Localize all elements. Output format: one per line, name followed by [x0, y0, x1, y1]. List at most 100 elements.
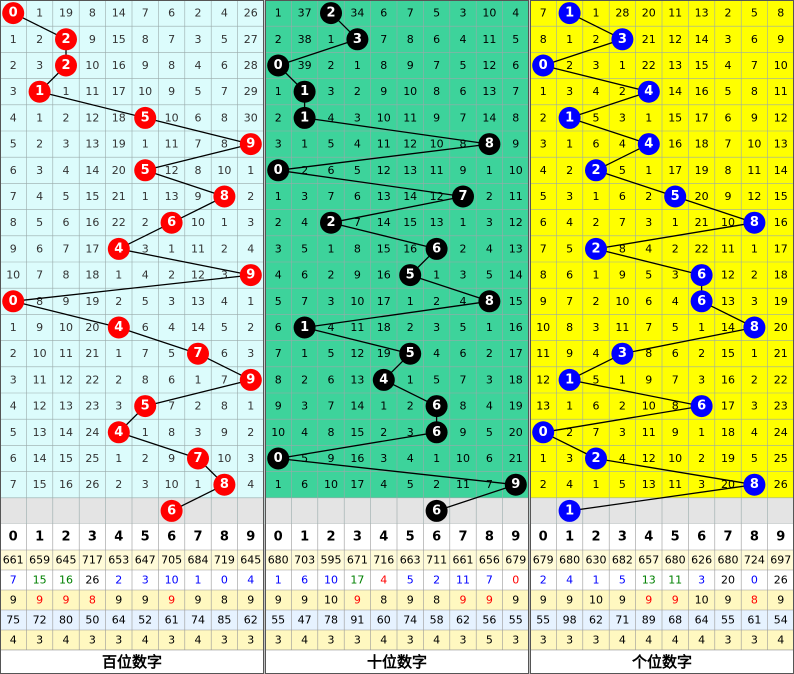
cell: 4	[566, 216, 573, 229]
cell: 14	[377, 216, 391, 229]
ball	[320, 2, 342, 25]
cell: 4	[63, 164, 70, 177]
cell: 13	[59, 400, 73, 413]
cell: 6	[354, 190, 361, 203]
cell: 10	[430, 138, 444, 151]
cell: 19	[59, 7, 73, 20]
cell: 13	[165, 190, 179, 203]
trend-line	[145, 143, 251, 171]
cell: 6	[142, 321, 149, 334]
cell: 22	[695, 242, 709, 255]
cell: 15	[112, 33, 126, 46]
trend-line	[674, 195, 755, 224]
cell: 21	[695, 216, 709, 229]
ball	[478, 290, 501, 313]
stat-value: 656	[479, 554, 500, 567]
stat-value: 2	[540, 574, 547, 587]
cell: 5	[593, 111, 600, 124]
cell: 4	[751, 426, 758, 439]
cell: 1	[221, 216, 228, 229]
stat-value: 4	[777, 634, 784, 647]
cell: 10	[6, 269, 20, 282]
cell: 10	[271, 426, 285, 439]
cell: 6	[566, 269, 573, 282]
ball-text: 3	[618, 346, 627, 361]
cell: 12	[642, 452, 656, 465]
cell: 3	[195, 426, 202, 439]
trend-line	[278, 457, 516, 486]
trend-line	[595, 457, 755, 486]
cell: 9	[168, 452, 175, 465]
cell: 11	[642, 426, 656, 439]
stat-value: 91	[350, 614, 364, 627]
cell: 19	[774, 295, 788, 308]
cell: 20	[509, 426, 523, 439]
stat-value: 3	[512, 634, 519, 647]
ball-text: 8	[750, 215, 759, 230]
cell: 2	[275, 111, 282, 124]
cell: 3	[328, 85, 335, 98]
header-digit: 5	[671, 530, 680, 545]
ball	[743, 211, 766, 234]
header-digit: 9	[246, 530, 255, 545]
cell: 2	[301, 164, 308, 177]
cell: 2	[460, 242, 467, 255]
cell: 13	[350, 373, 364, 386]
cell: 3	[619, 426, 626, 439]
cell: 1	[142, 138, 149, 151]
cell: 16	[774, 216, 788, 229]
cell: 3	[36, 59, 43, 72]
cell: 9	[168, 85, 175, 98]
stat-value: 3	[36, 634, 43, 647]
trend-line	[304, 117, 490, 145]
stat-value: 657	[638, 554, 659, 567]
stat-value: 697	[770, 554, 791, 567]
cell: 3	[566, 190, 573, 203]
trend-line	[277, 38, 358, 67]
cell: 12	[668, 33, 682, 46]
cell: 1	[593, 478, 600, 491]
header-digit: 9	[776, 530, 785, 545]
cell: 7	[540, 7, 547, 20]
cell: 12	[377, 164, 391, 177]
cell: 22	[112, 216, 126, 229]
ball	[293, 316, 316, 339]
cell: 1	[275, 190, 282, 203]
cell: 14	[350, 400, 364, 413]
stat-value: 680	[665, 554, 686, 567]
stat-value: 8	[751, 594, 758, 607]
cell: 1	[672, 216, 679, 229]
cell: 16	[695, 85, 709, 98]
cell: 1	[407, 295, 414, 308]
ball	[239, 368, 262, 391]
cell: 10	[668, 452, 682, 465]
cell: 13	[33, 426, 47, 439]
ball-text: 0	[274, 163, 283, 178]
cell: 13	[721, 295, 735, 308]
cell: 1	[195, 478, 202, 491]
cell: 4	[168, 321, 175, 334]
cell: 2	[142, 452, 149, 465]
header-digit: 4	[114, 530, 123, 545]
trend-line	[409, 274, 490, 302]
cell: 3	[275, 138, 282, 151]
cell: 7	[725, 138, 732, 151]
cell: 3	[698, 478, 705, 491]
cell: 7	[301, 295, 308, 308]
cell: 19	[85, 295, 99, 308]
cell: 4	[275, 269, 282, 282]
cell: 26	[244, 7, 258, 20]
cell: 5	[63, 190, 70, 203]
stat-value: 61	[747, 614, 761, 627]
cell: 5	[672, 321, 679, 334]
cell: 10	[377, 111, 391, 124]
cell: 23	[774, 400, 788, 413]
cell: 11	[165, 138, 179, 151]
ball-text: 1	[300, 84, 309, 99]
header-digit: 5	[141, 530, 150, 545]
cell: 7	[328, 400, 335, 413]
cell: 20	[642, 7, 656, 20]
trend-line	[39, 91, 146, 119]
cell: 12	[747, 190, 761, 203]
